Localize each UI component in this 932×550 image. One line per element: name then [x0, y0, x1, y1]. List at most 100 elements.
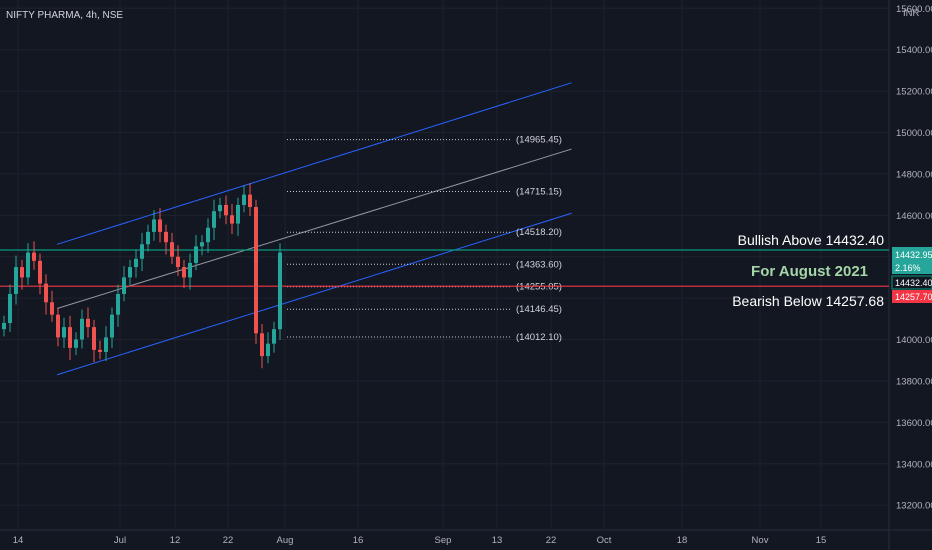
y-tick-label: 15600.00: [896, 4, 932, 15]
y-tick-label: 13600.00: [896, 418, 932, 429]
price-tag-bear-value: 14257.70: [895, 292, 932, 302]
candle-body: [278, 252, 282, 330]
x-tick-label: 14: [13, 535, 24, 546]
y-tick-label: 15000.00: [896, 128, 932, 139]
candle-body: [236, 204, 240, 224]
price-tag-bear: 14257.70: [892, 290, 932, 303]
candle-body: [248, 194, 252, 208]
x-tick-label: 16: [353, 535, 364, 546]
candle: [176, 245, 180, 276]
candle: [68, 315, 72, 361]
candle: [14, 255, 18, 305]
candle-body: [206, 227, 210, 243]
candle-body: [212, 211, 216, 228]
candle-body: [56, 314, 60, 338]
level-label: (14965.45): [516, 135, 562, 146]
candle: [254, 199, 258, 344]
y-tick-label: 14800.00: [896, 169, 932, 180]
candle: [26, 243, 30, 285]
candle-body: [38, 260, 42, 284]
candle: [50, 290, 54, 322]
price-tag-bull: 14432.40: [891, 275, 932, 290]
candle: [260, 324, 264, 369]
candle-body: [182, 267, 186, 278]
x-tick-label: 13: [492, 535, 503, 546]
price-tag-last: 14432.95 2.16%: [892, 247, 932, 274]
channel-lower-line: [57, 212, 572, 376]
candle: [194, 234, 198, 271]
candle-body: [68, 327, 72, 348]
x-tick-label: 15: [816, 535, 827, 546]
candle: [32, 241, 36, 270]
candle-body: [230, 215, 234, 224]
candle: [218, 197, 222, 219]
candle: [152, 210, 156, 241]
candle-body: [44, 283, 48, 303]
candle-body: [152, 219, 156, 232]
level-label: (14255.05): [516, 282, 562, 293]
candle: [74, 332, 78, 356]
candle: [44, 274, 48, 315]
candle: [92, 319, 96, 363]
candle-body: [128, 267, 132, 278]
candle-body: [50, 302, 54, 315]
candle: [2, 315, 6, 337]
candle-body: [134, 258, 138, 268]
x-tick-label: 12: [170, 535, 181, 546]
month-annotation: For August 2021: [751, 263, 868, 280]
candle: [212, 199, 216, 240]
candle-body: [194, 246, 198, 263]
candle-body: [146, 231, 150, 245]
candle: [20, 259, 24, 290]
candle: [134, 249, 138, 278]
candle: [104, 326, 108, 361]
candle-body: [224, 204, 228, 216]
candle-body: [86, 318, 90, 328]
level-label: (14012.10): [516, 332, 562, 343]
x-tick-label: Aug: [277, 535, 294, 546]
candle: [164, 224, 168, 255]
candle: [242, 185, 246, 213]
candle-body: [2, 322, 6, 330]
candle-body: [14, 267, 18, 294]
x-tick-label: Jul: [114, 535, 126, 546]
level-label: (14146.45): [516, 304, 562, 315]
candle: [182, 259, 186, 288]
candle-body: [110, 314, 114, 338]
bearish-annotation: Bearish Below 14257.68: [732, 293, 884, 309]
candle-body: [176, 256, 180, 268]
x-tick-label: Nov: [752, 535, 769, 546]
candle: [224, 195, 228, 225]
candle: [230, 203, 234, 235]
level-label: (14363.60): [516, 259, 562, 270]
candlesticks: [2, 183, 282, 369]
price-tag-bull-value: 14432.40: [895, 278, 932, 288]
candle: [80, 309, 84, 349]
candle: [110, 307, 114, 349]
x-tick-label: Oct: [597, 535, 612, 546]
candle: [248, 183, 252, 216]
x-tick-label: 22: [546, 535, 557, 546]
candle-body: [254, 207, 258, 334]
candle: [62, 317, 66, 349]
channel-upper-line: [57, 82, 572, 245]
bullish-annotation: Bullish Above 14432.40: [738, 232, 885, 248]
x-tick-label: 22: [223, 535, 234, 546]
candle: [122, 266, 126, 302]
candle-body: [104, 337, 108, 352]
candle: [38, 253, 42, 295]
candle: [98, 340, 102, 360]
candle: [200, 234, 204, 256]
candle: [86, 307, 90, 338]
chart-title: NIFTY PHARMA, 4h, NSE: [6, 10, 123, 21]
candle-body: [20, 267, 24, 278]
level-label: (14518.20): [516, 227, 562, 238]
candle: [158, 208, 162, 243]
candle-body: [266, 343, 270, 357]
candle-body: [80, 318, 84, 340]
price-tag-change: 2.16%: [895, 263, 921, 273]
x-tick-label: Sep: [435, 535, 452, 546]
y-tick-label: 13800.00: [896, 376, 932, 387]
